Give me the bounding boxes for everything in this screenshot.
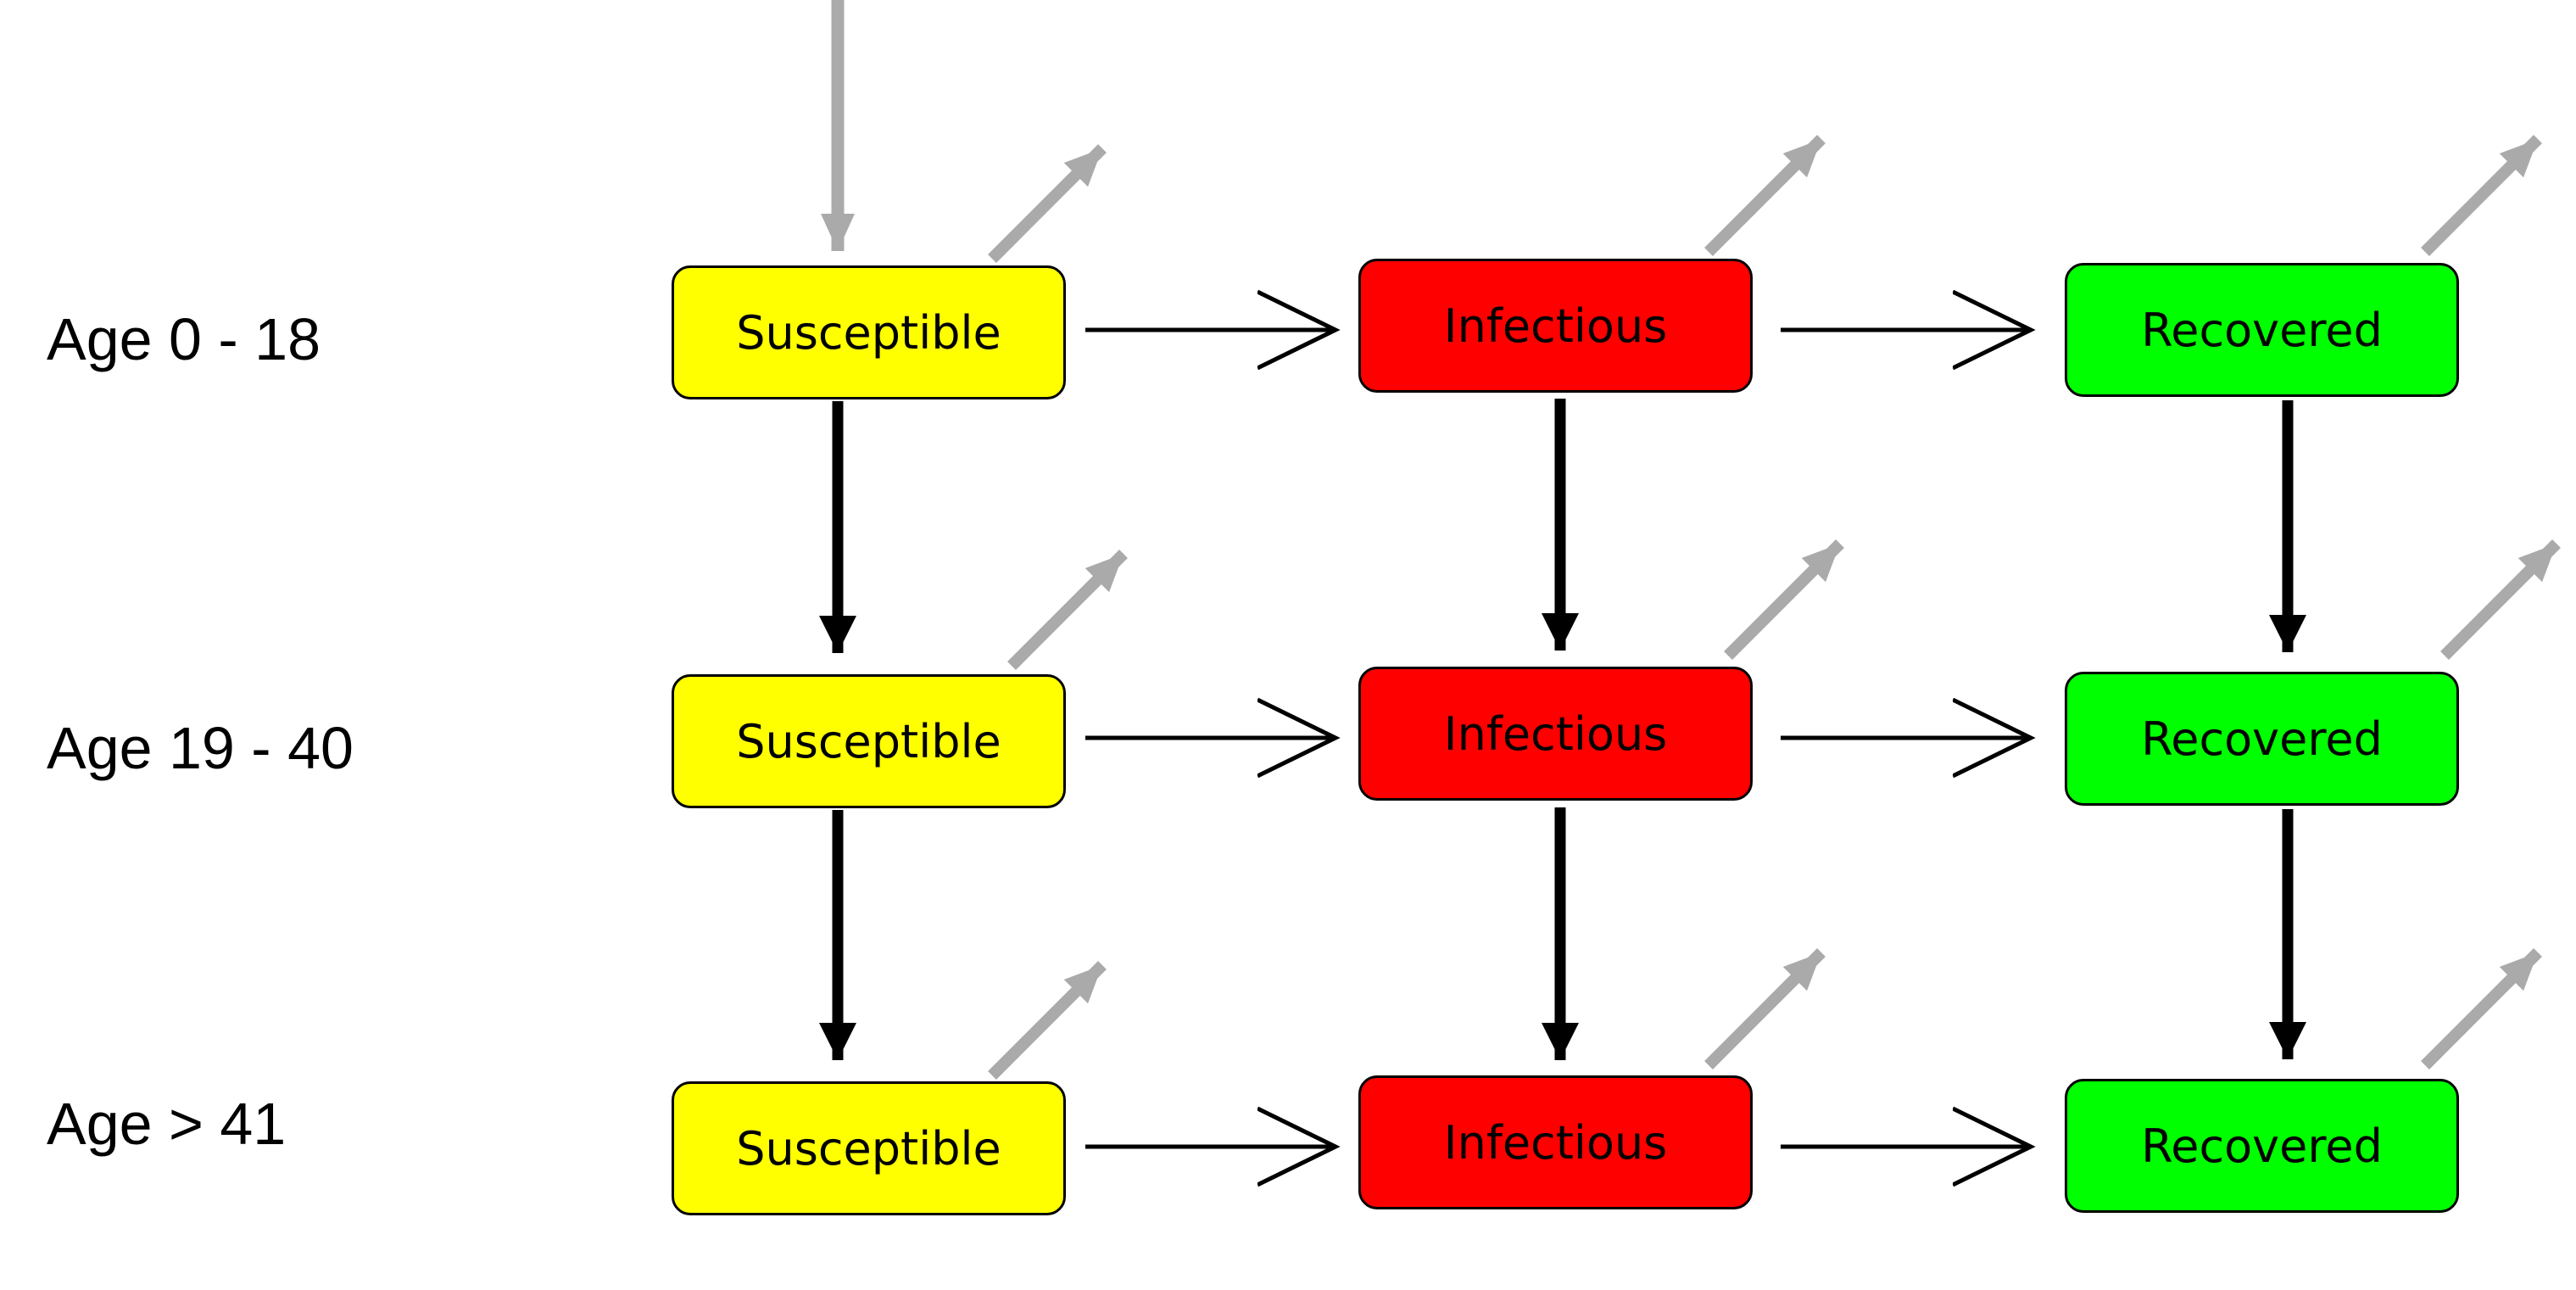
outflow-arrow-infectious-row2 [1724,539,1844,660]
recovered-box-row1: Recovered [2065,263,2459,397]
outflow-arrow-susceptible-row3 [988,961,1107,1080]
susceptible-box-row3: Susceptible [672,1081,1066,1215]
infectious-box-row3: Infectious [1358,1075,1753,1209]
outflow-arrow-susceptible-row2 [1007,550,1128,670]
susceptible-box-row2: Susceptible [672,674,1066,808]
outflow-arrow-susceptible-row1 [988,144,1107,263]
recovered-box-row2: Recovered [2065,672,2459,806]
susceptible-box-row1: Susceptible [672,265,1066,399]
outflow-arrow-infectious-row1 [1704,135,1826,256]
outflow-arrow-recovered-row2 [2440,539,2561,660]
row-label-age-0-18: Age 0 - 18 [47,306,321,372]
recovered-box-row3: Recovered [2065,1079,2459,1213]
infectious-box-row1: Infectious [1358,259,1753,393]
row-label-age-19-40: Age 19 - 40 [47,715,354,781]
row-label-age-over-41: Age > 41 [47,1091,287,1157]
infectious-box-row2: Infectious [1358,667,1753,801]
outflow-arrow-infectious-row3 [1704,948,1826,1069]
outflow-arrow-recovered-row1 [2421,135,2542,256]
outflow-arrow-recovered-row3 [2421,948,2542,1069]
